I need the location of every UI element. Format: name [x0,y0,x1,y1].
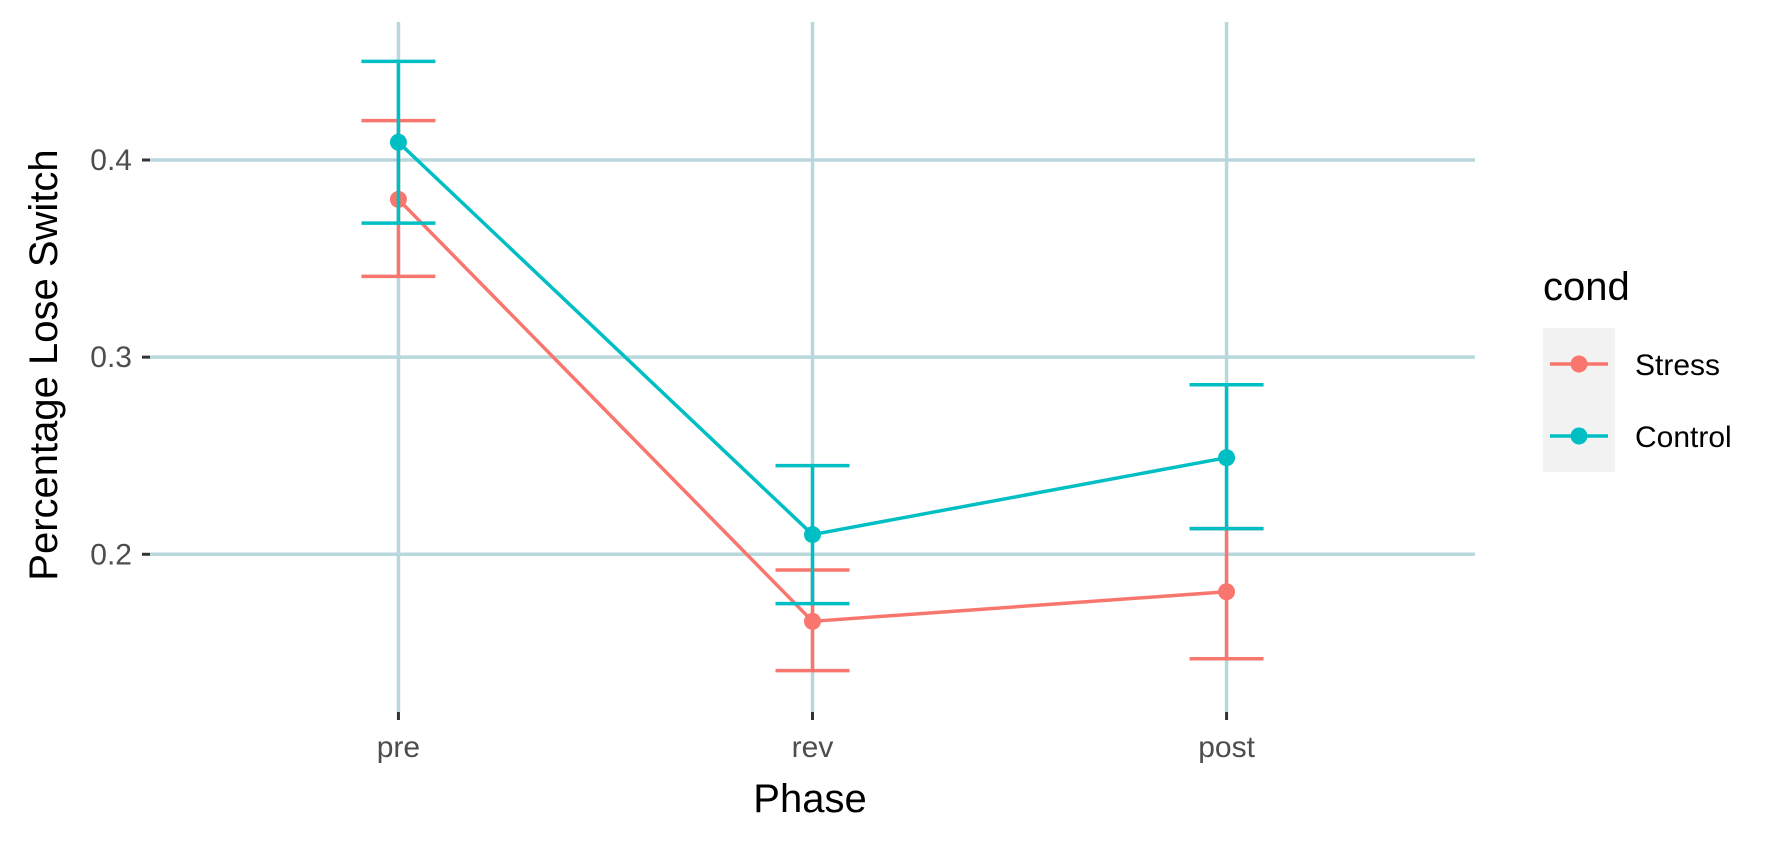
legend-key-background [1543,328,1615,472]
y-tick-label: 0.4 [90,144,132,177]
legend-item-stress: Stress [1550,349,1720,382]
data-point [1218,449,1236,467]
axis-layer: 0.2 0.3 0.4 pre rev post [90,144,1255,764]
legend-key-point [1570,355,1588,373]
legend-label: Stress [1635,349,1720,382]
series-control [361,59,1264,606]
y-tick-label: 0.3 [90,341,132,374]
x-tick-label: post [1198,731,1255,764]
legend-label: Control [1635,421,1732,454]
y-tick-label: 0.2 [90,538,132,571]
data-point [1218,583,1236,601]
y-axis-title: Percentage Lose Switch [22,149,66,580]
data-point [389,133,407,151]
legend-item-control: Control [1550,421,1732,454]
legend-title: cond [1543,265,1630,309]
legend-key-point [1570,427,1588,445]
x-tick-label: rev [792,731,834,764]
legend: Stress Control [1543,328,1732,472]
data-point [804,612,821,630]
x-axis-title: Phase [753,777,866,821]
series-layer [361,59,1264,673]
data-point [804,526,821,544]
x-tick-label: pre [377,731,420,764]
